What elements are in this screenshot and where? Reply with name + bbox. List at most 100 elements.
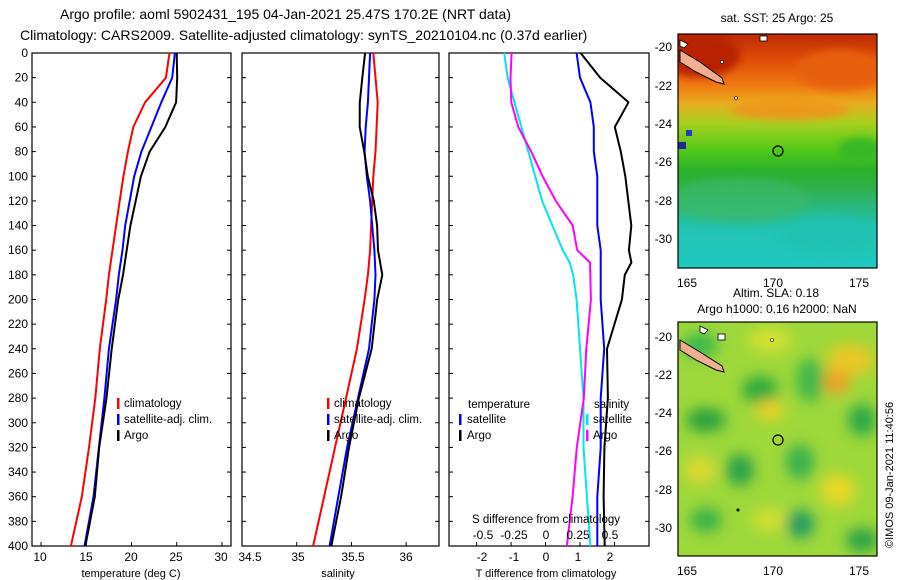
difference-legend: temperature satellite Argo salinity sate… <box>459 399 632 442</box>
altim-xtick-165: 165 <box>677 564 697 578</box>
depth-tick-label-0: 0 <box>21 46 28 60</box>
depth-tick-label-180: 180 <box>8 268 28 282</box>
depth-tick-label-100: 100 <box>8 169 28 183</box>
difference-axes <box>448 52 650 547</box>
diff-legend-s-sat-swatch <box>586 414 589 425</box>
series-2-temperature-argo <box>509 52 592 547</box>
depth-tick-label-260: 260 <box>8 366 28 380</box>
depth-tick-label-400: 400 <box>8 539 28 553</box>
series-0-satellite-adj-clim- <box>83 52 176 547</box>
series-1-satellite-adj-clim- <box>328 52 377 547</box>
legend-sat-swatch <box>117 414 120 425</box>
depth-tick-label-340: 340 <box>8 465 28 479</box>
depth-tick-label-220: 220 <box>8 317 28 331</box>
altim-map-image <box>678 322 877 556</box>
salinity-x-tick-labels: 34.5 35 35.5 36 <box>238 550 413 564</box>
sst-ytick-20: -20 <box>655 40 673 54</box>
axis-ticks <box>32 52 649 547</box>
sst-xtick-170: 170 <box>763 276 783 290</box>
temperature-axes <box>31 52 232 547</box>
altim-ytick-24: -24 <box>655 406 673 420</box>
legend-sat: satellite-adj. clim. <box>124 414 212 426</box>
altim-ytick-20: -20 <box>655 330 673 344</box>
diff-legend-t-argo: Argo <box>467 430 491 442</box>
profile-lines <box>69 52 633 547</box>
depth-tick-label-40: 40 <box>15 95 29 109</box>
depth-tick-label-320: 320 <box>8 440 28 454</box>
altim-xtick-175: 175 <box>849 564 869 578</box>
altim-map-title-1: Altim. SLA: 0.18 <box>733 286 819 300</box>
altim-ytick-30: -30 <box>655 521 673 535</box>
title-line-2: Climatology: CARS2009. Satellite-adjuste… <box>20 27 587 43</box>
sst-y-tick-labels: -20 -22 -24 -26 -28 -30 <box>655 40 673 246</box>
legend-argo: Argo <box>124 430 148 442</box>
altim-ytick-26: -26 <box>655 444 673 458</box>
sst-map-title: sat. SST: 25 Argo: 25 <box>721 11 834 25</box>
sst-ytick-28: -28 <box>655 194 673 208</box>
sal-tick-36: 36 <box>399 550 413 564</box>
sst-x-tick-labels: 165 170 175 <box>677 276 869 290</box>
temperature-x-tick-labels: 10 15 20 25 30 <box>33 550 228 564</box>
sal-legend-argo: Argo <box>334 430 358 442</box>
series-1-climatology <box>312 52 379 547</box>
altim-map-title-2: Argo h1000: 0.16 h2000: NaN <box>697 302 856 316</box>
sal-legend-sat: satellite-adj. clim. <box>334 414 422 426</box>
altim-ytick-28: -28 <box>655 483 673 497</box>
diff-tick-0: 0 <box>543 550 550 564</box>
depth-tick-label-80: 80 <box>15 145 29 159</box>
sal-tick-35: 35 <box>291 550 305 564</box>
diff-legend-salinity-heading: salinity <box>594 399 629 411</box>
series-2-salinity-satellite <box>575 52 606 546</box>
legend-clim: climatology <box>124 398 182 410</box>
temp-tick-20: 20 <box>124 550 138 564</box>
sst-xtick-175: 175 <box>849 276 869 290</box>
diff-tick-1: 1 <box>575 550 582 564</box>
series-0-climatology <box>69 52 171 547</box>
sal-legend-clim-swatch <box>327 398 330 409</box>
depth-tick-label-240: 240 <box>8 342 28 356</box>
temp-tick-30: 30 <box>214 550 228 564</box>
s-tick-0: 0 <box>543 528 550 542</box>
diff-legend-t-argo-swatch <box>459 430 462 441</box>
diff-x-tick-labels: -2 -1 0 1 2 <box>477 550 614 564</box>
diff-legend-s-argo-swatch <box>586 430 589 441</box>
sal-tick-35.5: 35.5 <box>341 550 365 564</box>
temp-tick-15: 15 <box>79 550 93 564</box>
diff-legend-t-sat-swatch <box>459 414 462 425</box>
diff-legend-s-argo: Argo <box>593 430 617 442</box>
series-0-argo <box>84 52 179 547</box>
diff-top-tick-labels: -0.5 -0.25 0 0.25 0.5 <box>473 528 619 542</box>
altim-y-tick-labels: -20 -22 -24 -26 -28 -30 <box>655 330 673 535</box>
sst-map-image <box>678 34 877 268</box>
temperature-legend: climatology satellite-adj. clim. Argo <box>117 398 212 442</box>
temp-tick-25: 25 <box>169 550 183 564</box>
depth-tick-label-200: 200 <box>8 293 28 307</box>
series-1-argo <box>330 52 384 547</box>
salinity-axes <box>241 52 440 547</box>
temp-tick-10: 10 <box>33 550 47 564</box>
depth-tick-label-380: 380 <box>8 514 28 528</box>
depth-tick-label-60: 60 <box>15 120 29 134</box>
sal-legend-argo-swatch <box>327 430 330 441</box>
altim-xtick-170: 170 <box>763 564 783 578</box>
depth-tick-label-20: 20 <box>15 71 29 85</box>
s-tick-0.25: 0.25 <box>566 528 590 542</box>
diff-legend-temperature-heading: temperature <box>468 399 530 411</box>
sst-xtick-165: 165 <box>677 276 697 290</box>
diff-legend-s-sat: satellite <box>593 414 632 426</box>
sal-legend-sat-swatch <box>327 414 330 425</box>
depth-tick-label-140: 140 <box>8 219 28 233</box>
sst-ytick-24: -24 <box>655 117 673 131</box>
diff-tick-m1: -1 <box>509 550 520 564</box>
sst-ytick-22: -22 <box>655 79 673 93</box>
altim-map-frame <box>677 321 878 557</box>
depth-tick-label-280: 280 <box>8 391 28 405</box>
diff-xlabel-top: S difference from climatology <box>472 514 620 526</box>
sal-legend-clim: climatology <box>334 398 392 410</box>
diff-tick-m2: -2 <box>477 550 488 564</box>
imos-credit: ©IMOS 09-Jan-2021 11:40:56 <box>884 402 896 548</box>
altim-ytick-22: -22 <box>655 368 673 382</box>
title-line-1: Argo profile: aoml 5902431_195 04-Jan-20… <box>60 6 511 22</box>
diff-xlabel: T difference from climatology <box>476 568 617 580</box>
